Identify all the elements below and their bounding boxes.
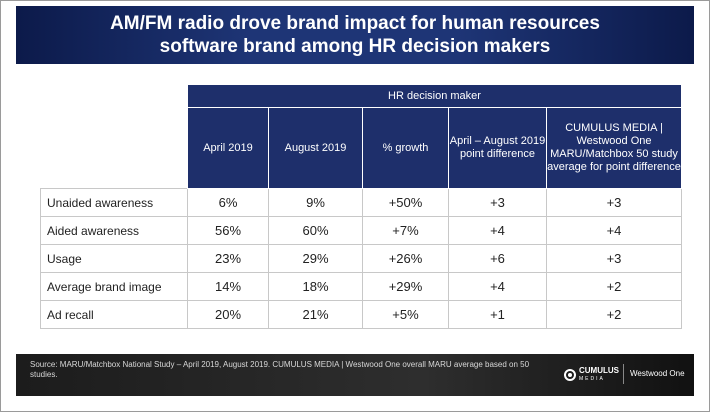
table-cell: 56% [187,216,269,245]
table-cell: +7% [362,216,449,245]
table-row: Ad recall 20% 21% +5% +1 +2 [40,300,682,329]
table-cell: 21% [268,300,363,329]
column-header-april: April 2019 [187,107,269,189]
column-header-growth: % growth [362,107,449,189]
table-cell: +3 [546,244,682,273]
table-cell: +4 [448,272,547,301]
column-header-row: April 2019 August 2019 % growth April – … [40,107,682,189]
table-corner-blank [40,84,188,108]
cumulus-logo-text: CUMULUS [579,366,619,375]
cumulus-circle-icon [564,369,576,381]
column-header-study-average: CUMULUS MEDIA | Westwood One MARU/Matchb… [546,107,682,189]
westwood-one-logo: Westwood One [630,369,685,378]
row-label: Average brand image [40,272,188,301]
cumulus-logo: CUMULUS MEDIA [564,367,619,383]
table-cell: +3 [448,188,547,217]
title-line-1: AM/FM radio drove brand impact for human… [110,13,600,34]
row-label: Unaided awareness [40,188,188,217]
table-cell: +26% [362,244,449,273]
table-cell: +1 [448,300,547,329]
table-cell: 6% [187,188,269,217]
table-cell: +2 [546,272,682,301]
group-header: HR decision maker [187,84,682,108]
cumulus-wordmark: CUMULUS MEDIA [579,367,619,383]
column-header-august: August 2019 [268,107,363,189]
table-cell: 20% [187,300,269,329]
table-corner-blank-2 [40,107,188,189]
source-note: Source: MARU/Matchbox National Study – A… [30,360,530,379]
table-row: Average brand image 14% 18% +29% +4 +2 [40,272,682,301]
results-table: HR decision maker April 2019 August 2019… [40,84,682,329]
table-row: Usage 23% 29% +26% +6 +3 [40,244,682,273]
table-row: Unaided awareness 6% 9% +50% +3 +3 [40,188,682,217]
table-cell: +4 [546,216,682,245]
table-cell: 29% [268,244,363,273]
row-label: Aided awareness [40,216,188,245]
table-cell: +2 [546,300,682,329]
cumulus-logo-subtext: MEDIA [579,376,605,382]
table-cell: +50% [362,188,449,217]
table-cell: 60% [268,216,363,245]
table-cell: +3 [546,188,682,217]
footer-bar: Source: MARU/Matchbox National Study – A… [16,354,694,396]
title-banner: AM/FM radio drove brand impact for human… [16,6,694,64]
table-cell: 23% [187,244,269,273]
table-cell: +29% [362,272,449,301]
table-cell: 9% [268,188,363,217]
group-header-row: HR decision maker [40,84,682,108]
logo-divider [623,364,624,384]
table-cell: +5% [362,300,449,329]
title-line-2: software brand among HR decision makers [159,36,551,57]
table-cell: +6 [448,244,547,273]
table-row: Aided awareness 56% 60% +7% +4 +4 [40,216,682,245]
row-label: Ad recall [40,300,188,329]
table-cell: +4 [448,216,547,245]
row-label: Usage [40,244,188,273]
column-header-point-difference: April – August 2019 point difference [448,107,547,189]
table-cell: 14% [187,272,269,301]
table-cell: 18% [268,272,363,301]
